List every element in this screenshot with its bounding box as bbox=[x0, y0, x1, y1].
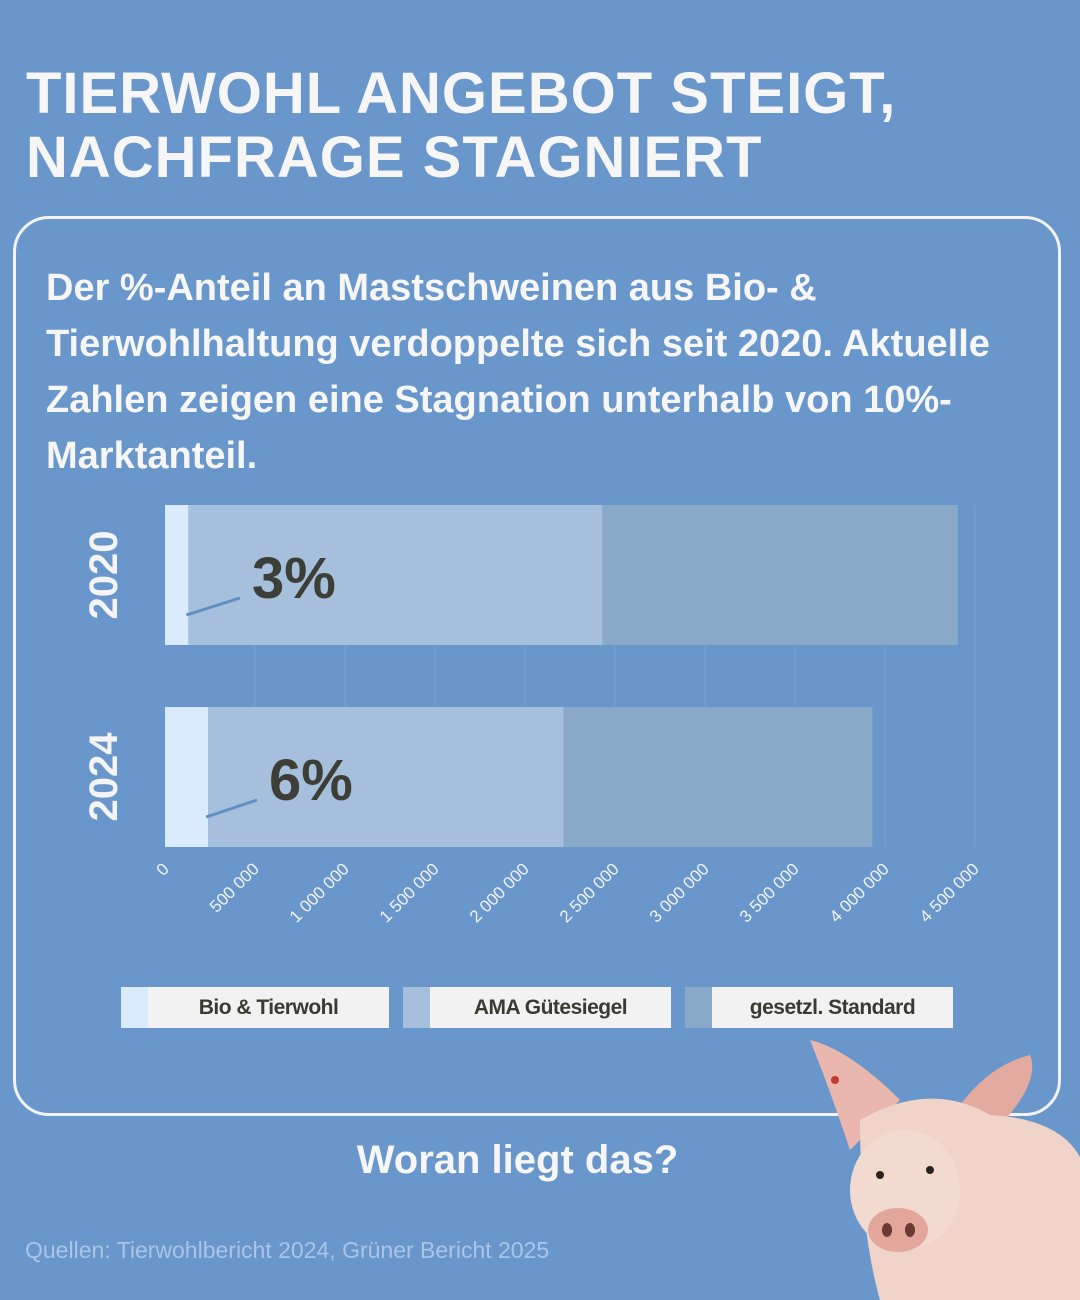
chart-card bbox=[13, 216, 1061, 1116]
title-line-1: TIERWOHL ANGEBOT STEIGT, bbox=[26, 61, 897, 126]
legend-item: gesetzl. Standard bbox=[685, 987, 953, 1028]
bar-segment bbox=[188, 505, 603, 645]
annotation-leader-line bbox=[205, 798, 258, 819]
bar-segment bbox=[165, 505, 189, 645]
x-tick-label: 1 500 000 bbox=[376, 859, 443, 926]
legend-item: AMA Gütesiegel bbox=[403, 987, 671, 1028]
legend-swatch bbox=[685, 987, 712, 1028]
bar-chart: 2020 3% 2024 6% 0 500 000 1 000 000 1 500 000 2 … bbox=[82, 505, 983, 926]
x-tick-label: 3 500 000 bbox=[736, 859, 803, 926]
legend-swatch bbox=[121, 987, 148, 1028]
pig-image bbox=[810, 1040, 1080, 1300]
x-tick-label: 2 500 000 bbox=[556, 859, 623, 926]
title-line-2: NACHFRAGE STAGNIERT bbox=[26, 125, 763, 190]
bar-segment bbox=[165, 707, 209, 847]
source-text: Quellen: Tierwohlbericht 2024, Grüner Be… bbox=[25, 1237, 550, 1263]
legend-label: gesetzl. Standard bbox=[749, 995, 916, 1019]
x-tick-label: 0 bbox=[153, 859, 173, 879]
percent-annotation: 3% bbox=[252, 546, 336, 611]
legend-label: Bio & Tierwohl bbox=[198, 995, 339, 1019]
question-text: Woran liegt das? bbox=[356, 1138, 679, 1182]
category-label: 2024 bbox=[82, 732, 126, 822]
bar-segment bbox=[563, 707, 873, 847]
x-tick-label: 3 000 000 bbox=[646, 859, 713, 926]
percent-annotation: 6% bbox=[269, 748, 353, 813]
bar-segment bbox=[208, 707, 564, 847]
subtitle: Der %-Anteil an Mastschweinen aus Bio- &… bbox=[46, 267, 990, 477]
page-title: TIERWOHL ANGEBOT STEIGT, NACHFRAGE STAGN… bbox=[26, 62, 896, 190]
x-tick-label: 4 000 000 bbox=[826, 859, 893, 926]
legend-label: AMA Gütesiegel bbox=[473, 995, 628, 1019]
legend-item: Bio & Tierwohl bbox=[121, 987, 389, 1028]
bar-segment bbox=[602, 505, 958, 645]
x-tick-label: 4 500 000 bbox=[916, 859, 983, 926]
category-label: 2020 bbox=[82, 531, 126, 620]
legend: Bio & Tierwohl AMA Gütesiegel gesetzl. Sta… bbox=[121, 987, 953, 1028]
x-tick-label: 2 000 000 bbox=[466, 859, 533, 926]
x-tick-label: 500 000 bbox=[206, 859, 263, 916]
x-tick-label: 1 000 000 bbox=[286, 859, 353, 926]
annotation-leader-line bbox=[185, 596, 241, 617]
legend-swatch bbox=[403, 987, 430, 1028]
